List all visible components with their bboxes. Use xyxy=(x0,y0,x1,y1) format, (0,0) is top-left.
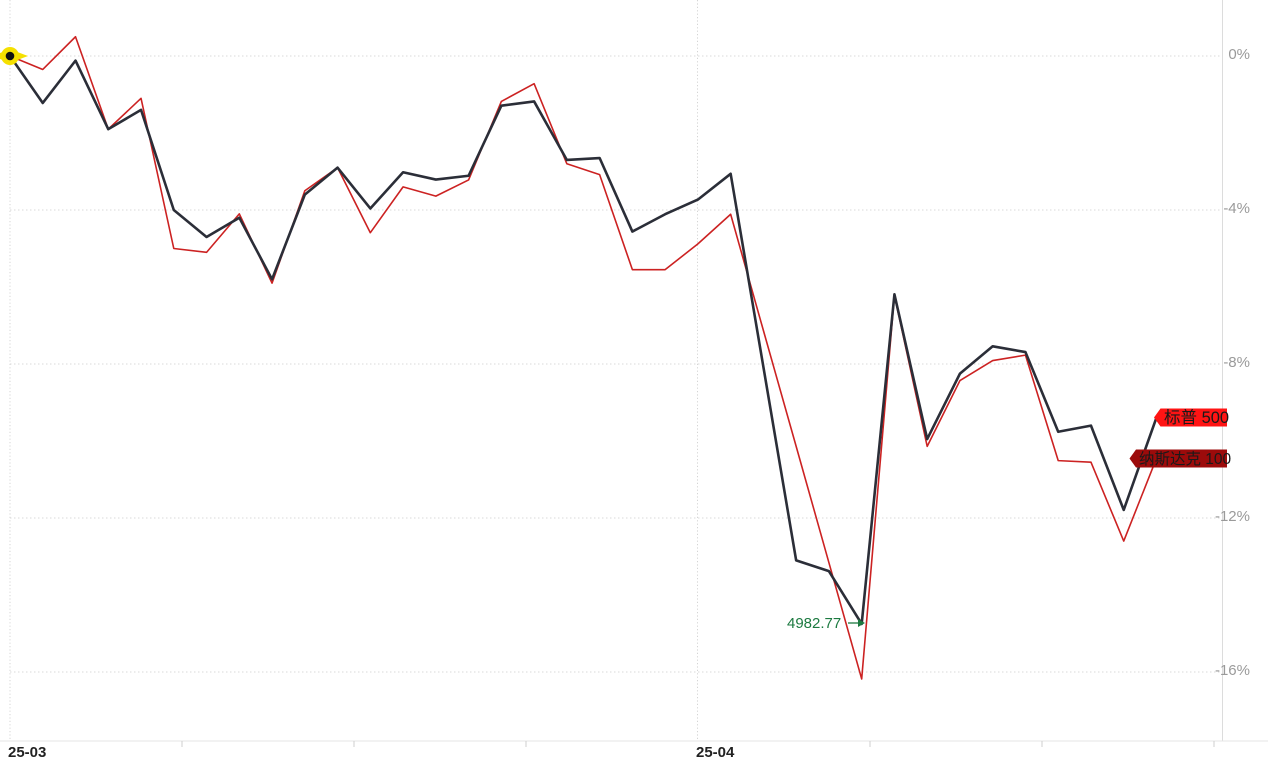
svg-text:纳斯达克 100: 纳斯达克 100 xyxy=(1139,450,1232,468)
svg-text:4982.77: 4982.77 xyxy=(787,615,841,632)
svg-text:标普 500: 标普 500 xyxy=(1164,408,1229,427)
